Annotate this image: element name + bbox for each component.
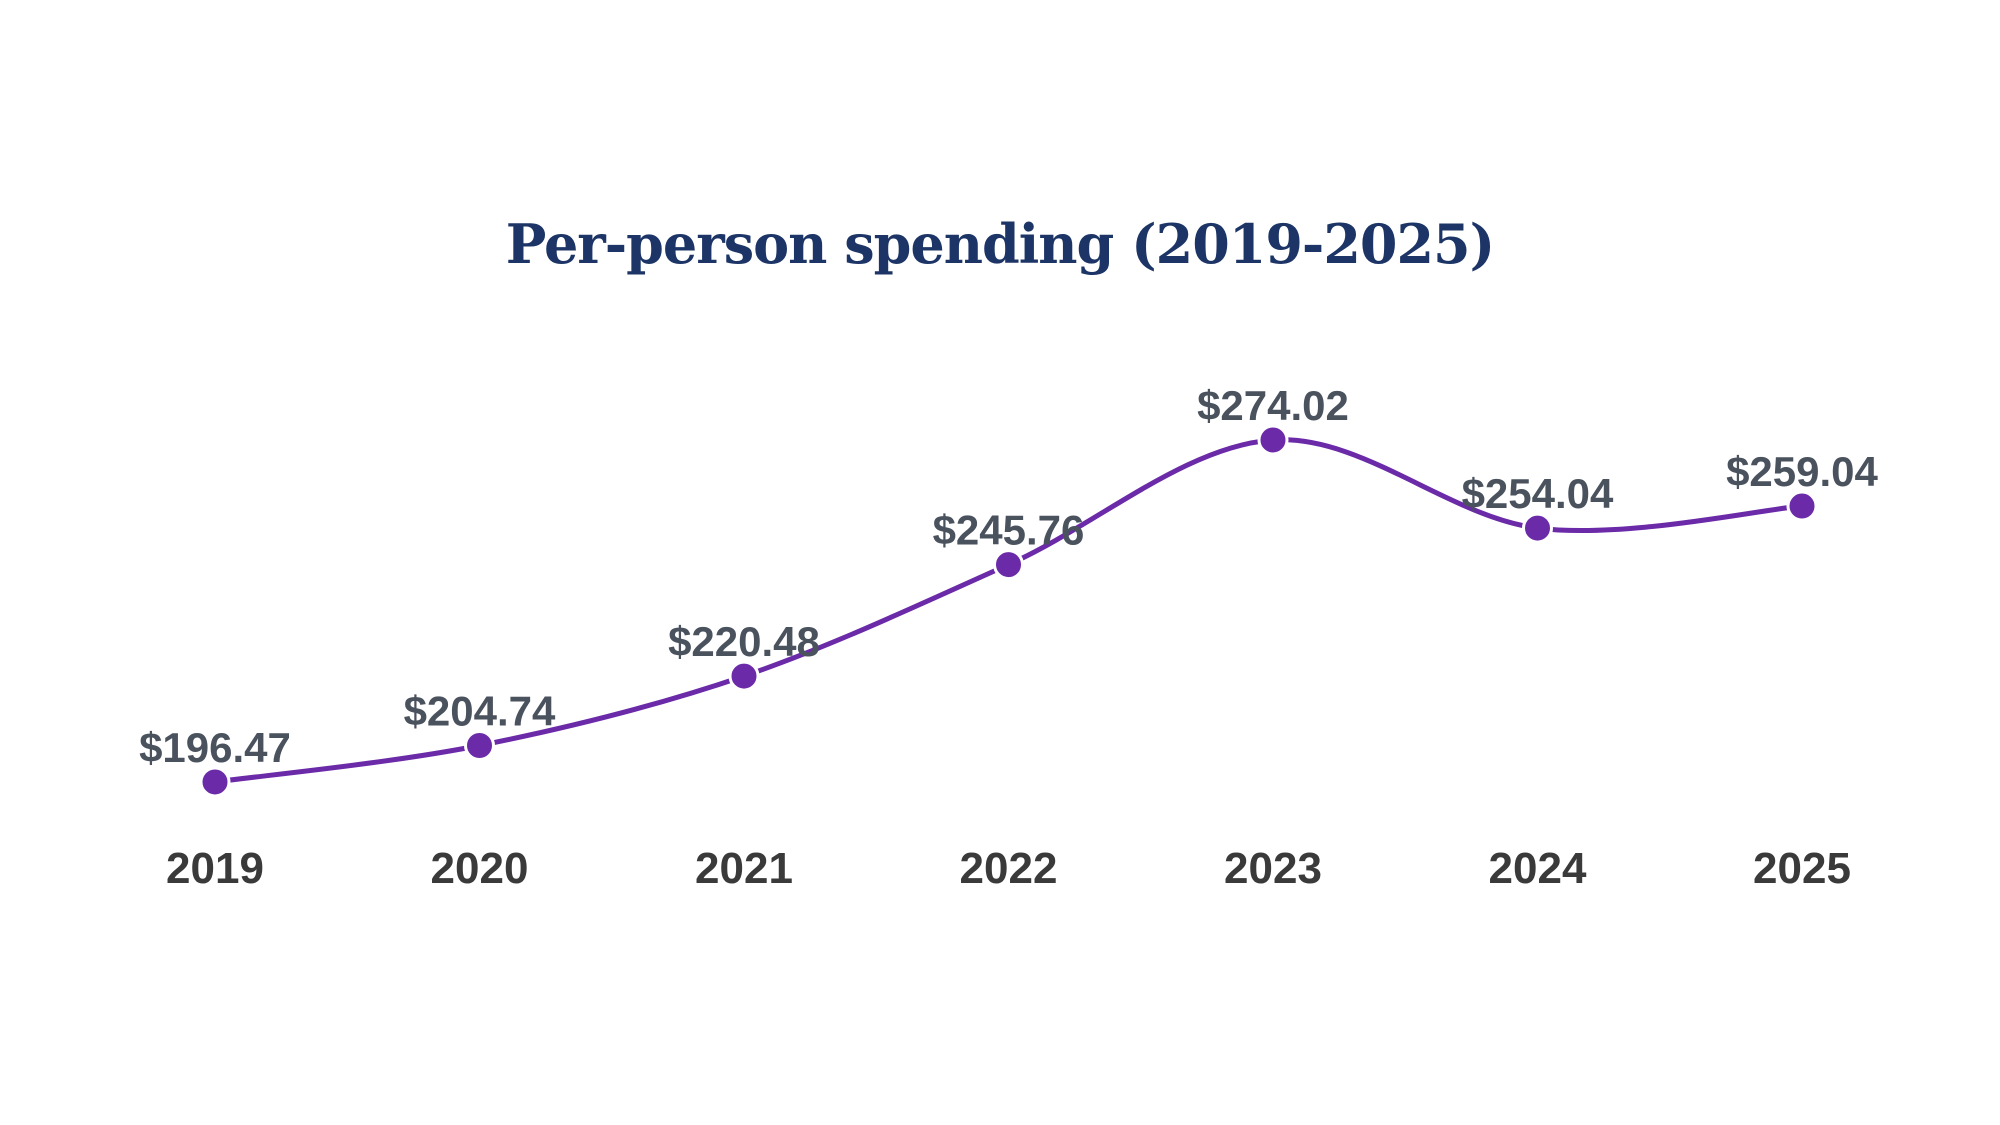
data-label: $274.02 [1197, 382, 1349, 429]
data-point-2024 [1522, 512, 1553, 544]
x-tick-label: 2019 [166, 844, 264, 893]
data-label: $220.48 [668, 618, 820, 665]
data-label: $196.47 [139, 724, 291, 771]
data-point-2023 [1257, 424, 1289, 456]
data-point-2025 [1786, 490, 1818, 522]
data-label: $204.74 [404, 687, 556, 734]
x-tick-label: 2025 [1753, 844, 1851, 893]
chart-title: Per-person spending (2019-2025) [505, 212, 1495, 276]
data-label: $245.76 [933, 507, 1085, 554]
data-point-2022 [993, 549, 1024, 581]
data-label: $259.04 [1726, 448, 1878, 495]
x-tick-label: 2021 [695, 844, 793, 893]
data-point-2020 [464, 729, 495, 761]
x-tick-label: 2022 [960, 844, 1058, 893]
x-tick-label: 2020 [431, 844, 529, 893]
x-tick-label: 2023 [1224, 844, 1322, 893]
data-point-2019 [199, 766, 231, 798]
data-point-2021 [728, 660, 760, 692]
data-label: $254.04 [1462, 470, 1614, 517]
x-tick-label: 2024 [1489, 844, 1587, 893]
